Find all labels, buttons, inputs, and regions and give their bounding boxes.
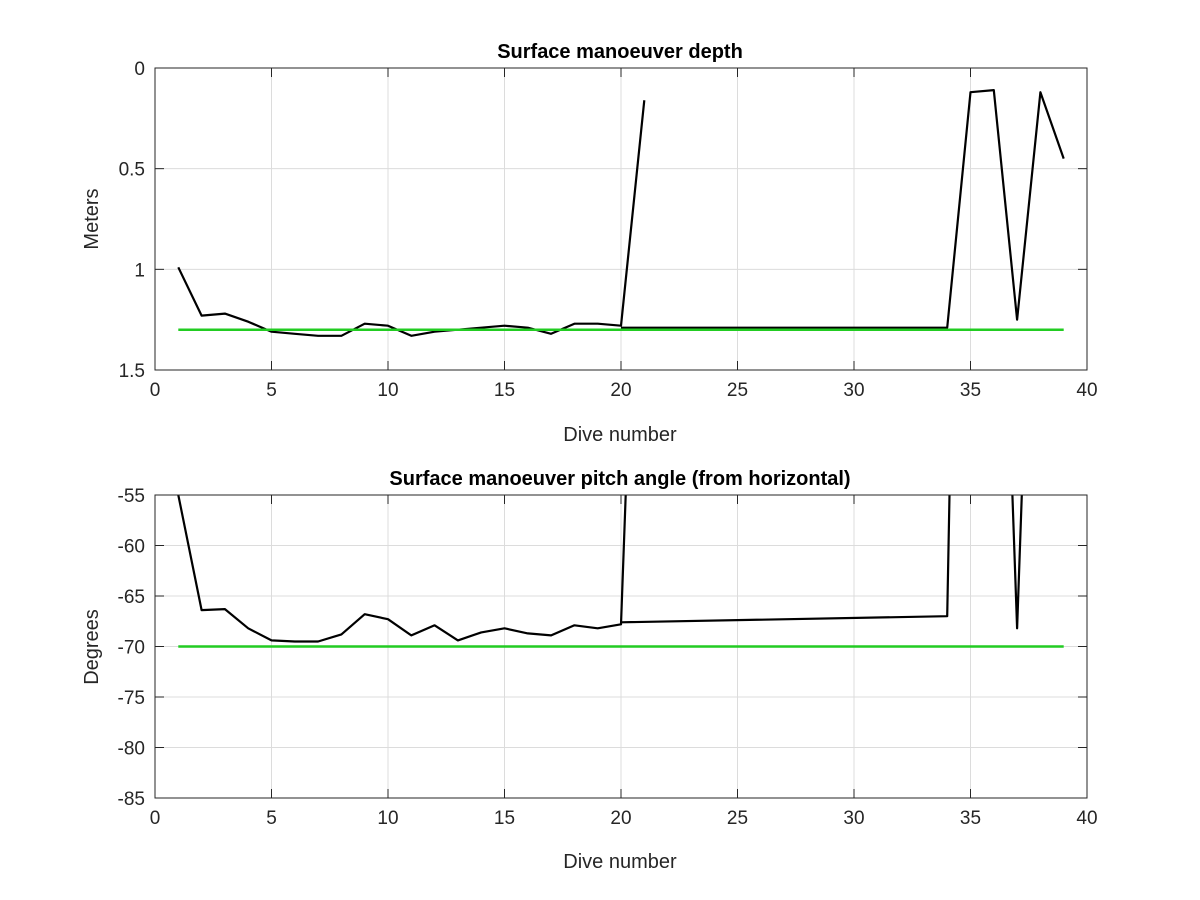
pitch-chart-y-tick-label: -80 xyxy=(118,739,145,760)
depth-chart-series-line-1 xyxy=(177,100,646,337)
pitch-chart-y-axis-label: Degrees xyxy=(81,609,103,685)
pitch-chart-series-line-1 xyxy=(177,495,627,643)
depth-chart-x-tick-label: 10 xyxy=(377,380,398,401)
depth-chart-y-tick-label: 0 xyxy=(134,59,145,80)
pitch-chart-series-line-3 xyxy=(1011,495,1023,630)
depth-chart-x-tick-label: 15 xyxy=(494,380,515,401)
pitch-chart-series-line-2 xyxy=(620,495,951,624)
pitch-chart-y-tick-label: -60 xyxy=(118,537,145,558)
pitch-chart-x-axis-label: Dive number xyxy=(563,851,677,873)
depth-chart-x-tick-label: 5 xyxy=(266,380,277,401)
depth-chart-title: Surface manoeuver depth xyxy=(497,41,743,63)
depth-chart-x-tick-label: 35 xyxy=(960,380,981,401)
pitch-chart-x-tick-label: 40 xyxy=(1076,808,1097,829)
pitch-chart-x-tick-label: 5 xyxy=(266,808,277,829)
pitch-chart-x-tick-label: 20 xyxy=(610,808,631,829)
depth-chart-y-tick-label: 1.5 xyxy=(119,361,145,382)
depth-chart-x-tick-label: 20 xyxy=(610,380,631,401)
depth-chart-series-line-2 xyxy=(621,88,1065,329)
depth-chart-x-tick-label: 30 xyxy=(843,380,864,401)
pitch-chart-x-tick-label: 15 xyxy=(494,808,515,829)
depth-chart-y-tick-label: 1 xyxy=(134,260,145,281)
depth-chart-x-tick-label: 25 xyxy=(727,380,748,401)
pitch-chart-y-tick-label: -55 xyxy=(118,486,145,507)
depth-chart-y-axis-label: Meters xyxy=(81,188,103,249)
depth-chart: Surface manoeuver depth Dive number Mete… xyxy=(81,41,1098,446)
depth-chart-x-tick-label: 40 xyxy=(1076,380,1097,401)
depth-chart-x-axis-label: Dive number xyxy=(563,424,677,446)
pitch-chart-x-tick-label: 0 xyxy=(150,808,161,829)
pitch-chart-x-tick-label: 10 xyxy=(377,808,398,829)
pitch-chart-y-tick-label: -85 xyxy=(118,789,145,810)
pitch-chart-x-tick-label: 35 xyxy=(960,808,981,829)
pitch-chart-x-tick-label: 25 xyxy=(727,808,748,829)
pitch-chart-y-tick-label: -65 xyxy=(118,587,145,608)
pitch-chart-x-tick-label: 30 xyxy=(843,808,864,829)
pitch-chart-y-tick-label: -75 xyxy=(118,688,145,709)
pitch-chart: Surface manoeuver pitch angle (from hori… xyxy=(81,468,1098,873)
pitch-chart-y-tick-label: -70 xyxy=(118,638,145,659)
pitch-chart-title: Surface manoeuver pitch angle (from hori… xyxy=(389,468,850,490)
depth-chart-x-tick-label: 0 xyxy=(150,380,161,401)
depth-chart-y-tick-label: 0.5 xyxy=(119,160,145,181)
